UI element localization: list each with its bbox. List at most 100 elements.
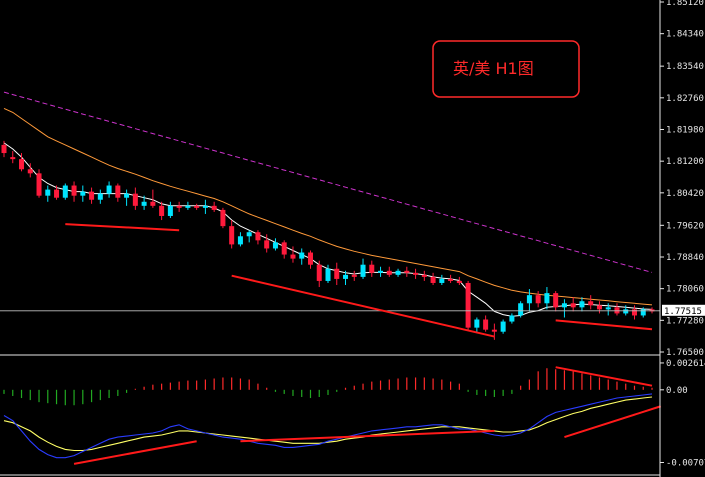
candle-body (272, 242, 278, 249)
candle-body (605, 307, 611, 310)
candle-body (45, 189, 51, 196)
current-price-label: 1.77515 (664, 307, 702, 317)
candle-body (290, 254, 296, 259)
candle (421, 270, 427, 281)
macd-tick-label: 0.002614 (666, 359, 705, 369)
candle-body (623, 309, 629, 314)
candle (97, 189, 103, 204)
candle (185, 201, 191, 210)
candle (369, 260, 375, 277)
candle (518, 301, 524, 318)
candle (62, 183, 68, 200)
candle-body (430, 276, 436, 283)
candle-body (553, 293, 559, 308)
candle-body (167, 205, 173, 216)
candle (605, 303, 611, 316)
candle (509, 313, 515, 324)
candle (71, 181, 77, 202)
candle (124, 189, 130, 206)
candle-body (307, 252, 313, 265)
candle-body (334, 268, 340, 279)
candle-body (115, 185, 121, 198)
price-tick-label: 1.84340 (666, 30, 704, 40)
candle (316, 260, 322, 288)
candle-body (649, 309, 655, 312)
candle (544, 287, 550, 310)
candle-body (544, 293, 550, 304)
candle-body (202, 205, 208, 208)
candle (1, 140, 7, 158)
candle-body (150, 201, 156, 206)
candle (36, 169, 42, 198)
price-tick-label: 1.80420 (666, 189, 704, 199)
candle-body (71, 185, 77, 196)
price-panel (0, 91, 660, 340)
candle (159, 201, 165, 221)
candle-body (141, 201, 147, 206)
price-tick-label: 1.82760 (666, 94, 704, 104)
candle (351, 270, 357, 281)
candle (54, 185, 60, 200)
price-tick-label: 1.79620 (666, 221, 704, 231)
candle (229, 220, 235, 249)
candle (290, 246, 296, 263)
moving-average-line-3 (3, 91, 653, 273)
candle (45, 185, 51, 202)
candle (19, 153, 25, 172)
candle-body (614, 307, 620, 314)
macd-signal-line (3, 396, 653, 452)
candle-body (596, 305, 602, 310)
candle-body (395, 270, 401, 275)
macd-trendline (555, 366, 653, 387)
candle (334, 262, 340, 286)
candle-body (579, 301, 585, 308)
candle-body (194, 205, 200, 208)
candle-body (80, 191, 86, 196)
candle-body (526, 295, 532, 304)
candle-body (465, 282, 471, 328)
candle (526, 289, 532, 312)
chart-title-box: 英/美 H1图 (432, 40, 580, 98)
candle (132, 187, 138, 210)
candle-body (413, 272, 419, 275)
macd-trendline (73, 440, 197, 465)
candle-body (369, 264, 375, 273)
candle-body (124, 193, 130, 198)
candle (194, 203, 200, 210)
macd-tick-label: 0.00 (666, 386, 688, 396)
price-trendline (65, 223, 180, 232)
candle-body (10, 157, 16, 160)
price-trendline (231, 274, 495, 338)
candle-body (456, 280, 462, 283)
candle-body (509, 315, 515, 322)
candle (343, 270, 349, 286)
candle-body (518, 303, 524, 316)
candle (386, 266, 392, 277)
candle-body (474, 319, 480, 328)
candle (623, 305, 629, 316)
candle (115, 183, 121, 202)
candle-body (535, 295, 541, 304)
candle (500, 319, 506, 334)
candle-body (448, 278, 454, 281)
candle (561, 299, 567, 318)
price-trendline (555, 319, 653, 331)
candle-body (19, 159, 25, 170)
candle (596, 301, 602, 314)
candle-body (237, 236, 243, 245)
candle-body (264, 240, 270, 249)
candle-body (491, 329, 497, 332)
candle-body (27, 169, 33, 174)
candle (202, 199, 208, 214)
macd-trendline (240, 429, 495, 443)
candle (211, 201, 217, 212)
macd-panel (3, 366, 662, 465)
price-tick-label: 1.77280 (666, 316, 704, 326)
candle-body (439, 278, 445, 283)
candle (588, 295, 594, 310)
candle (141, 195, 147, 210)
price-tick-label: 1.83540 (666, 62, 704, 72)
